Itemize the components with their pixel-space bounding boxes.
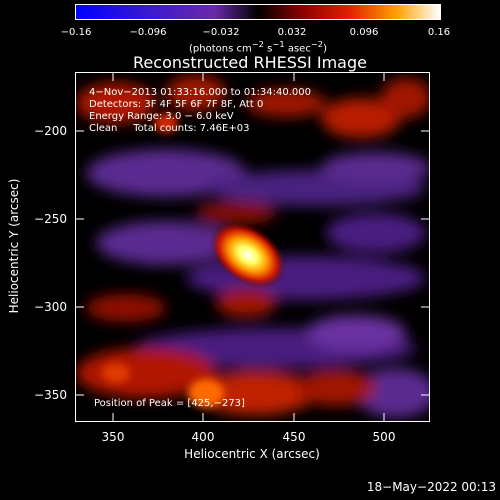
rhessi-image: 4−Nov−2013 01:33:16.000 to 01:34:40.000 … <box>75 72 430 422</box>
colorbar-tick: −0.16 <box>60 27 92 38</box>
colorbar-tick: 0.16 <box>427 27 451 38</box>
time-range: 4−Nov−2013 01:33:16.000 to 01:34:40.000 <box>89 87 312 98</box>
colorbar-tick: −0.096 <box>129 27 167 38</box>
x-tick-label: 400 <box>191 430 215 444</box>
colorbar-tick: 0.096 <box>349 27 379 38</box>
colorbar <box>75 4 441 20</box>
peak-position: Position of Peak = [425,−273] <box>94 398 245 409</box>
colorbar-tick: −0.032 <box>202 27 240 38</box>
axis-ticks <box>76 73 429 421</box>
x-tick-label: 500 <box>372 430 396 444</box>
y-axis-label: Heliocentric Y (arcsec) <box>7 178 21 314</box>
x-tick-label: 350 <box>101 430 125 444</box>
y-tick-label: −200 <box>34 124 67 138</box>
x-tick-label: 450 <box>282 430 306 444</box>
colorbar-units: (photons cm−2 s−1 asec−2) <box>188 39 328 55</box>
image-title: Reconstructed RHESSI Image <box>133 53 367 72</box>
colorbar-tick: 0.032 <box>277 27 307 38</box>
energy-range: Energy Range: 3.0 − 6.0 keV <box>89 111 234 122</box>
y-tick-label: −250 <box>34 212 67 226</box>
clean-total-counts: Clean Total counts: 7.46E+03 <box>89 123 250 134</box>
x-axis-label: Heliocentric X (arcsec) <box>184 447 320 461</box>
detectors: Detectors: 3F 4F 5F 6F 7F 8F, Att 0 <box>89 99 264 110</box>
y-tick-label: −300 <box>34 300 67 314</box>
timestamp: 18−May−2022 00:13 <box>366 480 496 494</box>
y-tick-label: −350 <box>34 388 67 402</box>
